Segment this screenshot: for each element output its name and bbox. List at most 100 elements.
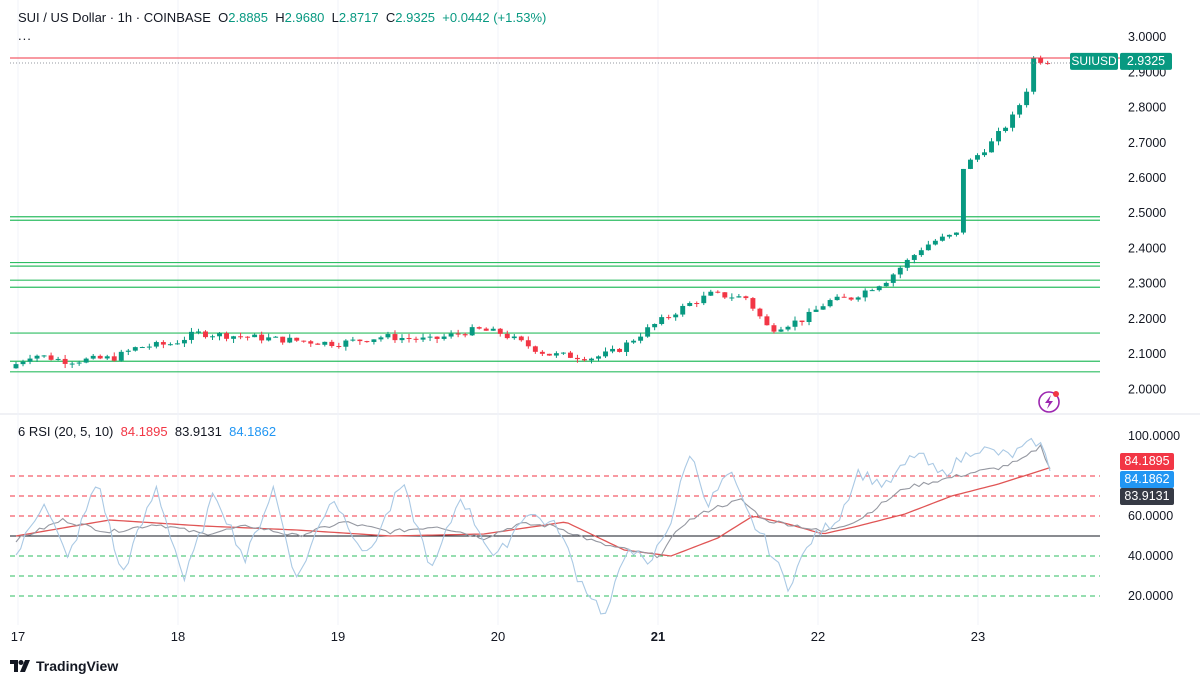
candle-body: [1038, 57, 1044, 64]
candle-body: [399, 337, 405, 341]
close-value: 2.9325: [395, 10, 436, 25]
rsi-tick-label: 60.0000: [1128, 509, 1173, 523]
lightning-bolt-icon: [1045, 395, 1053, 409]
candle-body: [413, 338, 419, 340]
candle-body: [118, 351, 124, 361]
candle-body: [378, 337, 384, 340]
rsi-tick-label: 40.0000: [1128, 549, 1173, 563]
candle-body: [645, 327, 651, 337]
candle-body: [434, 336, 440, 339]
open-label: O: [218, 10, 229, 25]
candle-body: [273, 336, 279, 338]
low-value: 2.8717: [338, 10, 379, 25]
x-tick-label: 23: [971, 629, 985, 644]
candle-body: [188, 331, 194, 340]
candle-body: [638, 336, 644, 341]
candle-body: [238, 336, 244, 338]
candle-body: [960, 168, 966, 233]
candle-body: [90, 355, 96, 359]
candle-body: [799, 320, 805, 323]
price-tick-label: 2.3000: [1128, 277, 1166, 291]
candle-body: [41, 355, 47, 357]
candle-body: [603, 351, 608, 357]
rsi-value-tag: 84.1862: [1124, 472, 1169, 486]
rsi-value-tag-bg: [1120, 453, 1174, 470]
candle-body: [1031, 57, 1037, 92]
candle-body: [62, 358, 68, 364]
candle-body: [203, 331, 208, 338]
x-tick-label: 18: [171, 629, 185, 644]
candle-body: [827, 300, 833, 307]
x-tick-label: 19: [331, 629, 345, 644]
candle-body: [217, 333, 222, 337]
candle-body: [294, 337, 300, 341]
candle-body: [350, 339, 356, 341]
rsi-value-tag: 83.9131: [1124, 489, 1169, 503]
candle-body: [968, 159, 973, 169]
candle-body: [757, 308, 763, 317]
symbol-title[interactable]: SUI / US Dollar · 1h · COINBASE: [18, 10, 211, 25]
candle-body: [631, 340, 637, 343]
tradingview-logo[interactable]: TradingView: [10, 658, 118, 674]
price-tag-value-bg: [1120, 52, 1172, 70]
price-tick-label: 2.6000: [1128, 171, 1166, 185]
candle-body: [476, 327, 482, 329]
candle-body: [764, 316, 770, 326]
candle-body: [1003, 127, 1009, 132]
candle-body: [701, 295, 707, 304]
rsi-value-tag: 84.1895: [1124, 454, 1169, 468]
candle-body: [560, 352, 566, 354]
rsi-tick-label: 100.0000: [1128, 429, 1180, 443]
candle-body: [596, 356, 601, 359]
candle-body: [989, 141, 994, 153]
candle-body: [925, 244, 931, 251]
candle-body: [462, 334, 468, 336]
candle-body: [357, 339, 363, 342]
candle-body: [813, 309, 819, 312]
candle-body: [490, 328, 496, 331]
candle-body: [504, 333, 510, 339]
candle-body: [210, 336, 215, 338]
high-value: 2.9680: [284, 10, 325, 25]
candle-body: [139, 347, 145, 349]
candle-body: [308, 341, 314, 344]
candle-body: [231, 336, 237, 339]
candle-body: [673, 314, 679, 318]
candle-body: [539, 351, 545, 354]
rsi-series-line: [15, 443, 1051, 559]
candle-body: [287, 337, 293, 343]
candle-body: [722, 292, 728, 298]
candle-body: [301, 340, 307, 342]
candle-body: [624, 342, 630, 352]
candle-body: [55, 358, 61, 360]
candle-body: [97, 355, 103, 359]
candle-body: [315, 343, 321, 345]
candle-body: [729, 297, 735, 299]
candle-body: [715, 291, 721, 293]
candle-body: [364, 341, 370, 343]
candle-body: [617, 348, 623, 352]
candle-body: [1010, 114, 1016, 128]
rsi-value-tag-bg: [1120, 488, 1174, 505]
rsi-label[interactable]: 6 RSI (20, 5, 10): [18, 424, 114, 439]
more-options-button[interactable]: ...: [18, 28, 32, 43]
candle-body: [125, 350, 131, 352]
candle-body: [975, 155, 980, 160]
candle-body: [610, 348, 615, 352]
symbol-header: SUI / US Dollar · 1h · COINBASE O2.8885 …: [18, 10, 546, 25]
price-tag-symbol-bg: [1070, 52, 1118, 70]
candle-body: [652, 323, 658, 328]
candle-body: [160, 342, 166, 345]
candle-body: [553, 353, 559, 356]
candle-body: [567, 352, 573, 358]
candle-body: [266, 337, 272, 341]
candle-body: [708, 291, 714, 296]
candle-body: [904, 259, 910, 268]
candle-body: [280, 336, 286, 343]
candle-body: [659, 317, 665, 324]
candle-body: [167, 344, 173, 346]
close-label: C: [385, 10, 396, 25]
price-tick-label: 3.0000: [1128, 30, 1166, 44]
